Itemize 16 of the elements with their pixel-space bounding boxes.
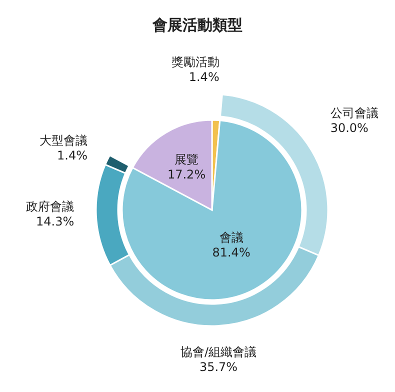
slice-label: 政府會議	[26, 200, 74, 214]
chart-title: 會展活動類型	[152, 16, 242, 34]
slice-label: 公司會議	[330, 106, 378, 120]
data-label: 35.7%	[199, 360, 238, 374]
slice-label: 會議	[219, 230, 244, 245]
data-label: 1.4%	[188, 70, 220, 84]
data-label: 81.4%	[212, 246, 250, 260]
slice-label: 大型會議	[40, 133, 88, 148]
data-label: 14.3%	[36, 214, 74, 228]
slice-label: 獎勵活動	[171, 55, 220, 70]
data-label: 17.2%	[167, 168, 206, 182]
slice-label: 展覽	[174, 152, 199, 167]
pie-slice	[121, 120, 303, 301]
data-label: 1.4%	[57, 148, 88, 162]
slice-label: 協會/組織會議	[180, 344, 257, 359]
data-label: 30.0%	[330, 121, 368, 136]
